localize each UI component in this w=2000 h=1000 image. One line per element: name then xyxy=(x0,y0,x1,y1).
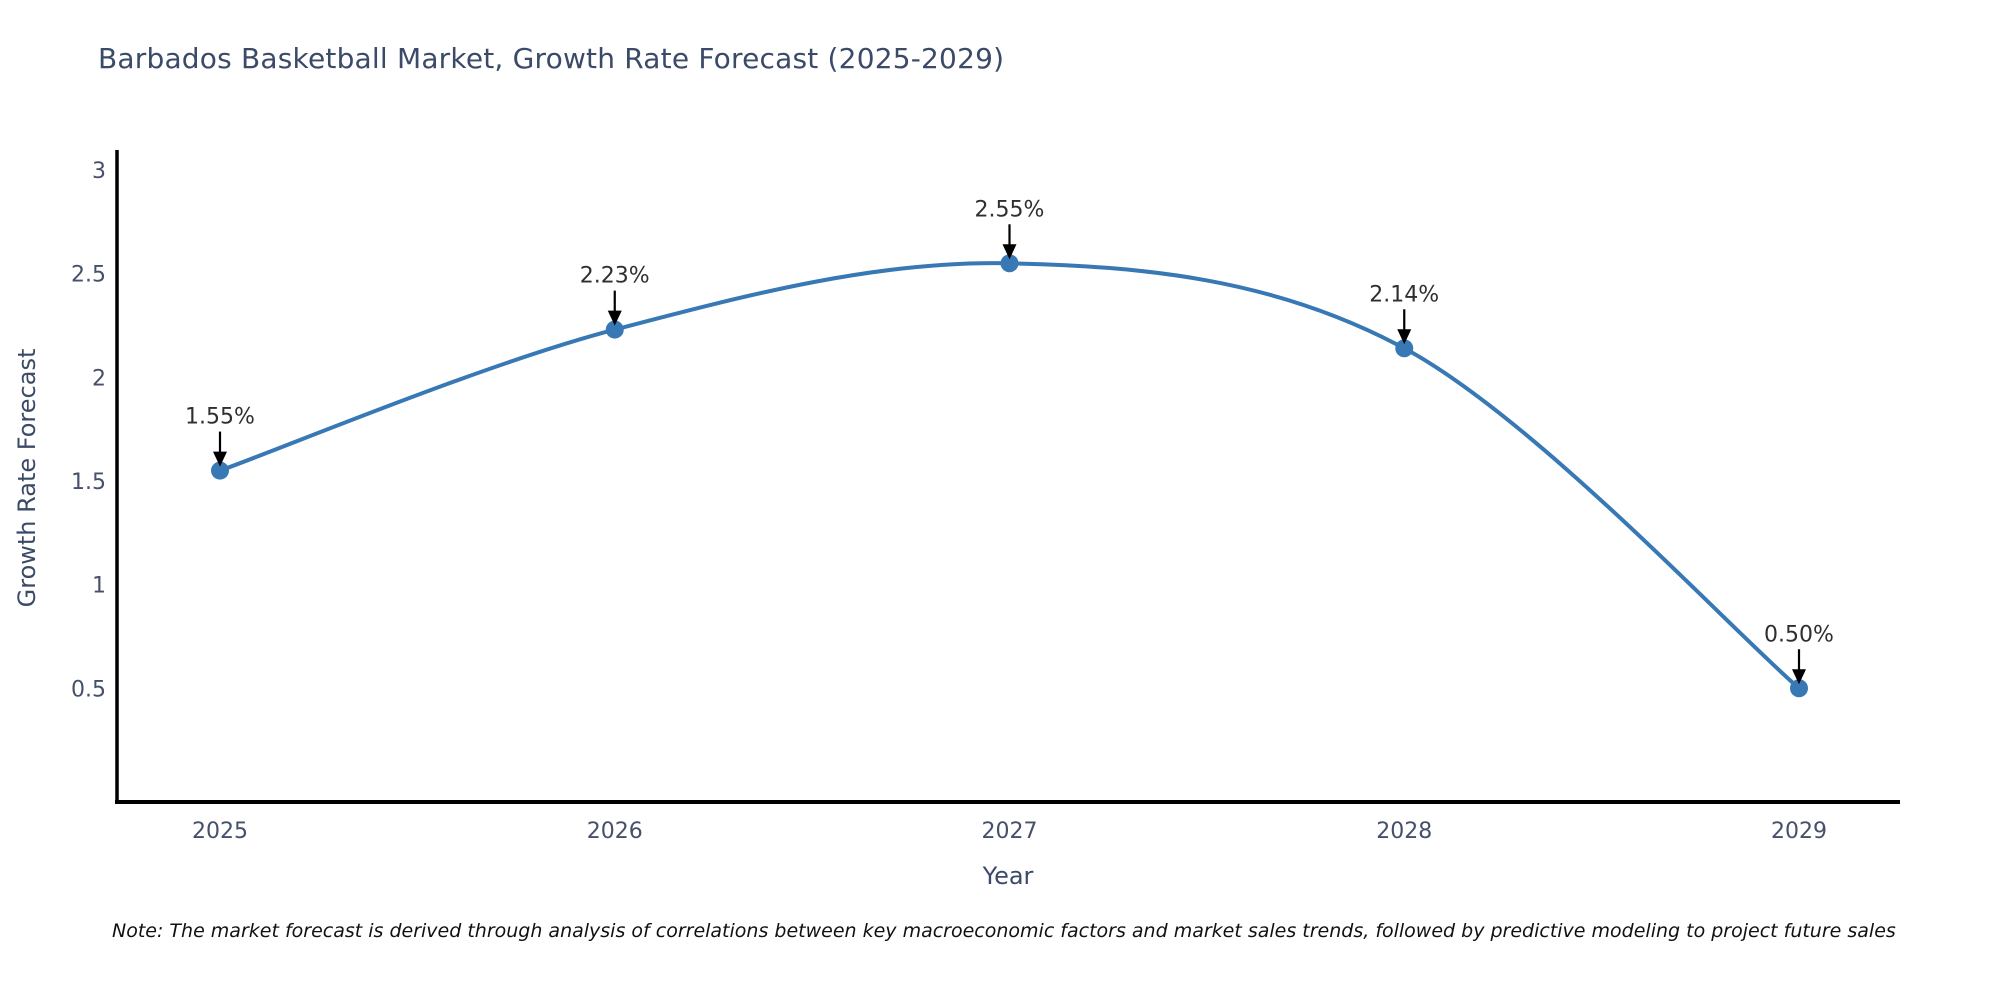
data-point-marker xyxy=(605,320,624,339)
y-tick-label: 2.5 xyxy=(71,263,106,288)
data-point-label: 1.55% xyxy=(185,405,255,430)
annotation-arrowhead xyxy=(1792,669,1806,685)
x-axis-title: Year xyxy=(982,862,1034,890)
data-point-label: 2.23% xyxy=(580,264,650,289)
data-point-label: 2.55% xyxy=(975,197,1045,222)
x-tick-label: 2026 xyxy=(587,819,643,844)
forecast-line xyxy=(218,261,1801,691)
y-tick-label: 1.5 xyxy=(71,470,106,495)
data-point-label: 2.14% xyxy=(1369,282,1439,307)
x-tick-label: 2025 xyxy=(192,819,248,844)
data-point-marker xyxy=(1790,679,1808,698)
y-tick-label: 0.5 xyxy=(71,677,106,702)
chart-footnote: Note: The market forecast is derived thr… xyxy=(112,920,1896,942)
annotation-arrowhead xyxy=(607,310,622,326)
x-tick-label: 2028 xyxy=(1376,819,1432,844)
annotation-arrowhead xyxy=(1002,244,1017,260)
x-tick-label: 2029 xyxy=(1771,819,1827,844)
data-point-marker xyxy=(1395,339,1414,358)
data-point-marker xyxy=(1000,254,1019,273)
annotation-arrowhead xyxy=(1397,329,1412,345)
annotation-arrowhead xyxy=(213,451,227,467)
y-tick-label: 2 xyxy=(92,366,106,391)
data-point-marker xyxy=(211,461,229,480)
y-tick-label: 3 xyxy=(92,159,106,184)
y-tick-label: 1 xyxy=(92,574,106,599)
chart-title: Barbados Basketball Market, Growth Rate … xyxy=(98,42,1005,75)
data-point-label: 0.50% xyxy=(1764,622,1834,647)
x-tick-label: 2027 xyxy=(982,819,1038,844)
y-axis-title: Growth Rate Forecast xyxy=(13,348,41,608)
